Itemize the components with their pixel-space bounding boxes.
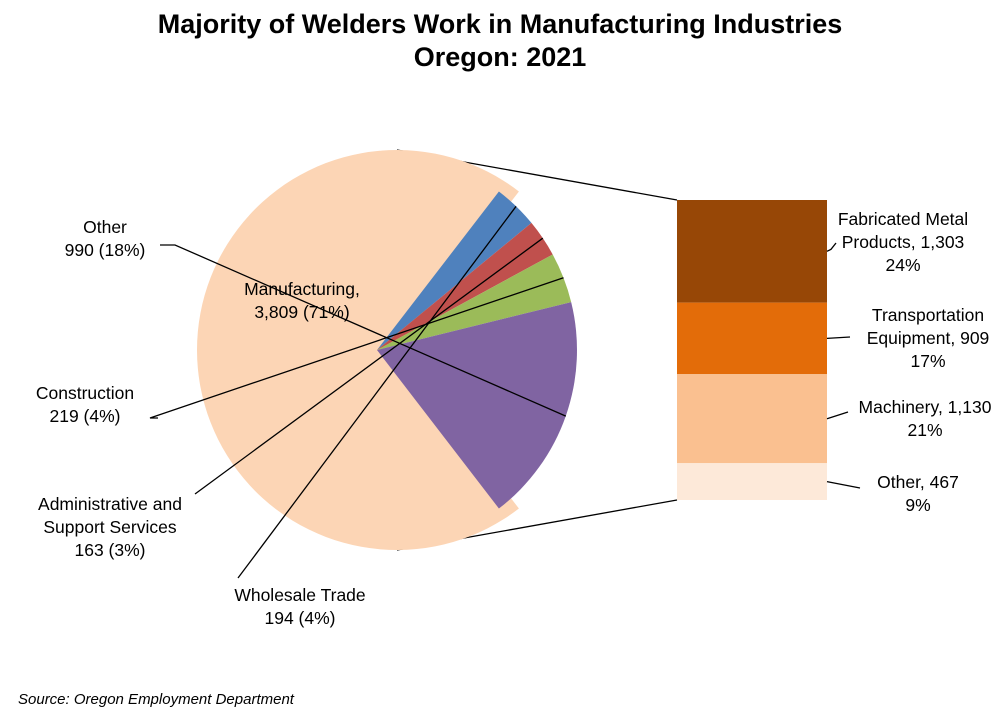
bar-label-transportation-equipment-line-2: Equipment, 909 — [867, 328, 990, 348]
pie-label-construction: Construction 219 (4%) — [36, 383, 134, 426]
chart-title-line-1: Majority of Welders Work in Manufacturin… — [157, 9, 843, 39]
bar-label-other-line-2: 9% — [905, 495, 930, 515]
leader-line-wholesale-trade — [237, 205, 517, 579]
pie-slice-construction — [377, 254, 572, 350]
pie-label-wholesale-trade: Wholesale Trade 194 (4%) — [234, 585, 365, 628]
bar-segment-fabricated-metal-products — [677, 200, 827, 303]
source-note: Source: Oregon Employment Department — [18, 691, 294, 708]
bar-label-fabricated-metal-products-line-1: Fabricated Metal — [838, 209, 968, 229]
bar-leader-line-machinery — [826, 411, 849, 420]
pie-label-other: Other 990 (18%) — [65, 217, 146, 260]
main-pie — [197, 149, 577, 551]
chart-title: Majority of Welders Work in Manufacturin… — [0, 8, 1000, 74]
pie-label-wholesale-trade-line-2: 194 (4%) — [264, 608, 335, 628]
pie-label-administrative-and-support-services-line-3: 163 (3%) — [74, 540, 145, 560]
pie-label-administrative-and-support-services-line-2: Support Services — [43, 517, 177, 537]
pie-label-administrative-and-support-services: Administrative and Support Services 163 (3… — [38, 494, 182, 560]
pie-label-administrative-and-support-services-line-1: Administrative and — [38, 494, 182, 514]
leader-line-administrative-and-support-services — [194, 237, 544, 495]
pie-label-wholesale-trade-line-1: Wholesale Trade — [234, 585, 365, 605]
chart-title-line-2: Oregon: 2021 — [413, 42, 587, 72]
bar-label-machinery: Machinery, 1,130 21% — [859, 397, 992, 440]
bar-segment-transportation-equipment — [677, 302, 827, 375]
pie-label-other-line-2: 990 (18%) — [65, 240, 146, 260]
breakdown-bar — [677, 200, 827, 500]
bar-label-fabricated-metal-products: Fabricated Metal Products, 1,303 24% — [838, 209, 968, 275]
bar-label-other-line-1: Other, 467 — [877, 472, 959, 492]
bar-label-fabricated-metal-products-line-3: 24% — [885, 255, 920, 275]
leader-line-other — [160, 244, 567, 417]
pie-slice-wholesale-trade — [377, 191, 532, 350]
pie-slice-manufacturing — [197, 149, 519, 551]
bar-segment-other — [677, 463, 827, 500]
data-labels: Manufacturing, 3,809 (71%) Wholesale Trade… — [36, 209, 992, 628]
bar-label-transportation-equipment-line-1: Transportation — [872, 305, 984, 325]
bar-label-transportation-equipment: Transportation Equipment, 909 17% — [867, 305, 990, 371]
pie-label-manufacturing: Manufacturing, 3,809 (71%) — [244, 279, 360, 322]
pie-label-construction-line-2: 219 (4%) — [49, 406, 120, 426]
leader-lines — [149, 205, 861, 579]
bar-label-other: Other, 467 9% — [877, 472, 959, 515]
pie-label-construction-line-1: Construction — [36, 383, 134, 403]
bar-segment-machinery — [677, 374, 827, 464]
bar-leader-line-other — [826, 480, 861, 489]
pie-slice-other — [377, 302, 577, 509]
bar-leader-line-transportation-equipment — [826, 336, 851, 340]
pie-label-other-line-1: Other — [83, 217, 127, 237]
bar-label-machinery-line-1: Machinery, 1,130 — [859, 397, 992, 417]
pie-label-manufacturing-line-2: 3,809 (71%) — [254, 302, 349, 322]
leader-line-construction — [149, 277, 564, 419]
bar-label-fabricated-metal-products-line-2: Products, 1,303 — [842, 232, 965, 252]
bar-label-transportation-equipment-line-3: 17% — [910, 351, 945, 371]
bar-label-machinery-line-2: 21% — [907, 420, 942, 440]
pie-slice-administrative-and-support-services — [377, 222, 553, 350]
pie-label-manufacturing-line-1: Manufacturing, — [244, 279, 360, 299]
bar-leader-line-fabricated-metal-products — [826, 242, 837, 252]
